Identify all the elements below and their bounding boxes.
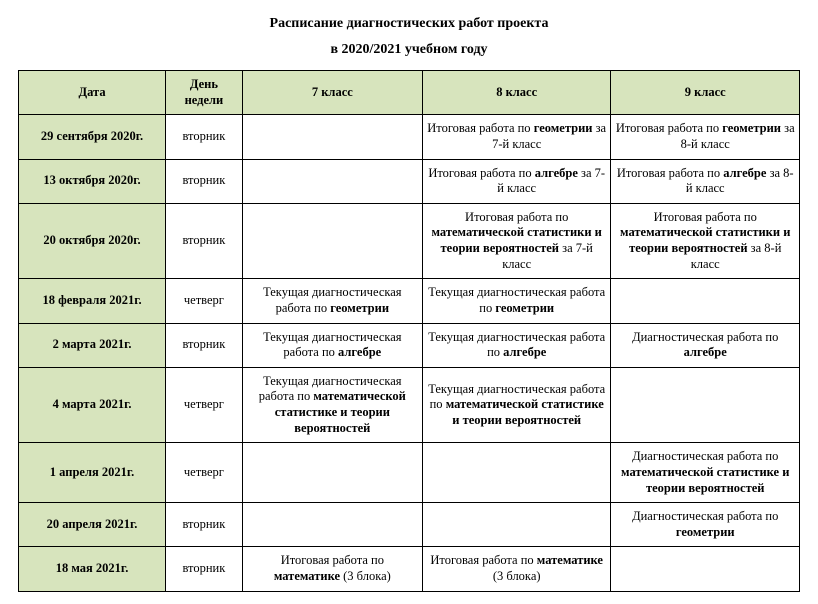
- cell-g9: Диагностическая работа по алгебре: [611, 323, 800, 367]
- cell-g8: Текущая диагностическая работа по матема…: [422, 367, 611, 443]
- cell-g8: Текущая диагностическая работа по геомет…: [422, 279, 611, 323]
- cell-day: вторник: [166, 323, 243, 367]
- cell-g7: [242, 443, 422, 503]
- cell-g9: Диагностическая работа по геометрии: [611, 503, 800, 547]
- table-body: 29 сентября 2020г. вторник Итоговая рабо…: [19, 115, 800, 591]
- table-header-row: Дата День недели 7 класс 8 класс 9 класс: [19, 71, 800, 115]
- cell-date: 13 октября 2020г.: [19, 159, 166, 203]
- col-header-9: 9 класс: [611, 71, 800, 115]
- schedule-table: Дата День недели 7 класс 8 класс 9 класс…: [18, 70, 800, 592]
- table-row: 18 февраля 2021г. четверг Текущая диагно…: [19, 279, 800, 323]
- cell-date: 20 октября 2020г.: [19, 203, 166, 279]
- cell-day: вторник: [166, 203, 243, 279]
- cell-g7: Текущая диагностическая работа по геомет…: [242, 279, 422, 323]
- cell-date: 20 апреля 2021г.: [19, 503, 166, 547]
- cell-date: 18 мая 2021г.: [19, 547, 166, 591]
- cell-g8: Итоговая работа по математике (3 блока): [422, 547, 611, 591]
- cell-g7: [242, 115, 422, 159]
- cell-g9: [611, 547, 800, 591]
- cell-g7: Текущая диагностическая работа по алгебр…: [242, 323, 422, 367]
- cell-date: 2 марта 2021г.: [19, 323, 166, 367]
- table-row: 1 апреля 2021г. четверг Диагностическая …: [19, 443, 800, 503]
- table-row: 4 марта 2021г. четверг Текущая диагности…: [19, 367, 800, 443]
- cell-g9: Диагностическая работа по математической…: [611, 443, 800, 503]
- cell-date: 1 апреля 2021г.: [19, 443, 166, 503]
- table-row: 18 мая 2021г. вторник Итоговая работа по…: [19, 547, 800, 591]
- cell-g7: [242, 159, 422, 203]
- table-row: 2 марта 2021г. вторник Текущая диагности…: [19, 323, 800, 367]
- cell-day: вторник: [166, 115, 243, 159]
- cell-day: вторник: [166, 159, 243, 203]
- cell-g8: Итоговая работа по математической статис…: [422, 203, 611, 279]
- cell-day: четверг: [166, 279, 243, 323]
- cell-date: 4 марта 2021г.: [19, 367, 166, 443]
- col-header-8: 8 класс: [422, 71, 611, 115]
- table-row: 13 октября 2020г. вторник Итоговая работ…: [19, 159, 800, 203]
- cell-g7: Текущая диагностическая работа по матема…: [242, 367, 422, 443]
- cell-g8: [422, 503, 611, 547]
- table-row: 20 октября 2020г. вторник Итоговая работ…: [19, 203, 800, 279]
- cell-date: 18 февраля 2021г.: [19, 279, 166, 323]
- cell-g8: Текущая диагностическая работа по алгебр…: [422, 323, 611, 367]
- col-header-date: Дата: [19, 71, 166, 115]
- cell-g8: Итоговая работа по алгебре за 7-й класс: [422, 159, 611, 203]
- cell-date: 29 сентября 2020г.: [19, 115, 166, 159]
- cell-g9: Итоговая работа по математической статис…: [611, 203, 800, 279]
- cell-g8: [422, 443, 611, 503]
- page-subtitle: в 2020/2021 учебном году: [18, 42, 800, 58]
- cell-g7: [242, 503, 422, 547]
- cell-g9: Итоговая работа по геометрии за 8-й клас…: [611, 115, 800, 159]
- cell-day: вторник: [166, 503, 243, 547]
- table-row: 29 сентября 2020г. вторник Итоговая рабо…: [19, 115, 800, 159]
- cell-g7: Итоговая работа по математике (3 блока): [242, 547, 422, 591]
- cell-g7: [242, 203, 422, 279]
- cell-g9: [611, 367, 800, 443]
- cell-g8: Итоговая работа по геометрии за 7-й клас…: [422, 115, 611, 159]
- cell-day: вторник: [166, 547, 243, 591]
- cell-day: четверг: [166, 367, 243, 443]
- col-header-7: 7 класс: [242, 71, 422, 115]
- cell-g9: [611, 279, 800, 323]
- page-title: Расписание диагностических работ проекта: [18, 16, 800, 32]
- cell-day: четверг: [166, 443, 243, 503]
- table-row: 20 апреля 2021г. вторник Диагностическая…: [19, 503, 800, 547]
- col-header-day: День недели: [166, 71, 243, 115]
- cell-g9: Итоговая работа по алгебре за 8-й класс: [611, 159, 800, 203]
